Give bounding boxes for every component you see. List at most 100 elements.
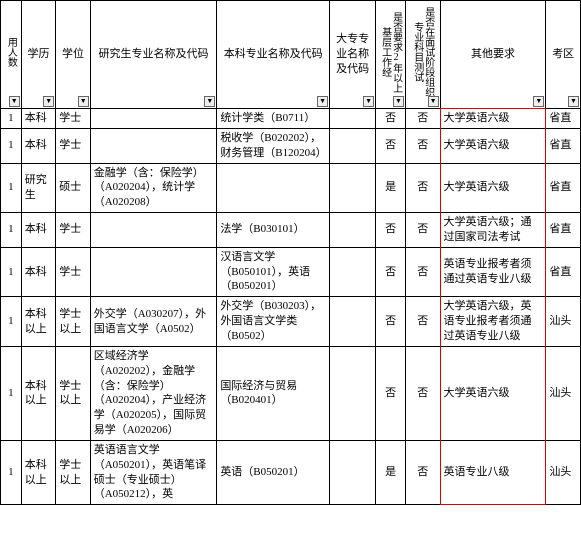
filter-icon[interactable]: ▼ — [393, 96, 404, 107]
cell-test: 否 — [406, 297, 441, 347]
cell-edu: 本科以上 — [21, 440, 56, 504]
cell-test: 否 — [406, 247, 441, 297]
cell-y2: 否 — [376, 297, 406, 347]
cell-dz — [330, 247, 376, 297]
header-row: 用人数▼ 学历▼ 学位▼ 研究生专业名称及代码▼ 本科专业名称及代码▼ 大专专业… — [1, 1, 581, 109]
data-table: 用人数▼ 学历▼ 学位▼ 研究生专业名称及代码▼ 本科专业名称及代码▼ 大专专业… — [0, 0, 581, 505]
header-other[interactable]: 其他要求▼ — [440, 1, 546, 109]
table-row: 1本科以上学士以上区域经济学（A020202），金融学（含：保险学）（A0202… — [1, 346, 581, 440]
cell-edu: 本科以上 — [21, 346, 56, 440]
filter-icon[interactable]: ▼ — [363, 96, 374, 107]
cell-edu: 本科 — [21, 109, 56, 129]
cell-deg: 学士 — [56, 247, 91, 297]
cell-zone: 省直 — [546, 163, 581, 213]
cell-y2: 否 — [376, 128, 406, 163]
filter-icon[interactable]: ▼ — [204, 96, 215, 107]
cell-und: 英语（B050201） — [217, 440, 330, 504]
cell-deg: 学士 — [56, 128, 91, 163]
cell-dz — [330, 163, 376, 213]
cell-y2: 否 — [376, 213, 406, 248]
cell-dz — [330, 346, 376, 440]
filter-icon[interactable]: ▼ — [428, 96, 439, 107]
cell-zone: 省直 — [546, 247, 581, 297]
cell-other: 大学英语六级 — [440, 163, 546, 213]
cell-edu: 研究生 — [21, 163, 56, 213]
table-row: 1研究生硕士金融学（含：保险学）（A020204），统计学（A020208）是否… — [1, 163, 581, 213]
filter-icon[interactable]: ▼ — [43, 96, 54, 107]
cell-grad: 外交学（A030207），外国语言文学（A0502） — [90, 297, 217, 347]
table-row: 1本科学士 税收学（B020202），财务管理（B120204） 否否大学英语六级省… — [1, 128, 581, 163]
cell-test: 否 — [406, 213, 441, 248]
cell-zone: 省直 — [546, 213, 581, 248]
cell-grad — [90, 128, 217, 163]
cell-zone: 汕头 — [546, 440, 581, 504]
cell-zone: 省直 — [546, 128, 581, 163]
cell-deg: 学士以上 — [56, 440, 91, 504]
cell-und: 法学（B030101） — [217, 213, 330, 248]
cell-other: 大学英语六级 — [440, 128, 546, 163]
cell-und — [217, 163, 330, 213]
header-degree[interactable]: 学位▼ — [56, 1, 91, 109]
cell-other: 大学英语六级 — [440, 109, 546, 129]
header-undergrad[interactable]: 本科专业名称及代码▼ — [217, 1, 330, 109]
cell-und: 税收学（B020202），财务管理（B120204） — [217, 128, 330, 163]
table-row: 1本科以上学士以上英语语言文学（A050201），英语笔译硕士（专业硕士）（A0… — [1, 440, 581, 504]
filter-icon[interactable]: ▼ — [568, 96, 579, 107]
cell-y2: 是 — [376, 163, 406, 213]
header-zone[interactable]: 考区▼ — [546, 1, 581, 109]
cell-y2: 是 — [376, 440, 406, 504]
cell-grad — [90, 213, 217, 248]
cell-grad — [90, 109, 217, 129]
cell-edu: 本科 — [21, 247, 56, 297]
header-count[interactable]: 用人数▼ — [1, 1, 22, 109]
table-row: 1本科学士汉语言文学（B050101），英语（B050201）否否英语专业报考者… — [1, 247, 581, 297]
cell-dz — [330, 297, 376, 347]
cell-deg: 学士以上 — [56, 346, 91, 440]
cell-und: 统计学类（B0711） — [217, 109, 330, 129]
table-row: 1本科以上学士以上外交学（A030207），外国语言文学（A0502）外交学（B… — [1, 297, 581, 347]
cell-edu: 本科 — [21, 213, 56, 248]
cell-y2: 否 — [376, 109, 406, 129]
cell-test: 否 — [406, 128, 441, 163]
header-grad[interactable]: 研究生专业名称及代码▼ — [90, 1, 217, 109]
cell-dz — [330, 109, 376, 129]
cell-edu: 本科以上 — [21, 297, 56, 347]
cell-dz — [330, 128, 376, 163]
cell-grad: 区域经济学（A020202），金融学（含：保险学）（A020204），产业经济学… — [90, 346, 217, 440]
cell-dz — [330, 440, 376, 504]
cell-deg: 学士以上 — [56, 297, 91, 347]
cell-y2: 否 — [376, 346, 406, 440]
cell-test: 否 — [406, 440, 441, 504]
cell-other: 英语专业报考者须通过英语专业八级 — [440, 247, 546, 297]
cell-test: 否 — [406, 346, 441, 440]
filter-icon[interactable]: ▼ — [78, 96, 89, 107]
cell-other: 大学英语六级 — [440, 346, 546, 440]
cell-deg: 学士 — [56, 109, 91, 129]
table-row: 1本科学士统计学类（B0711）否否大学英语六级省直 — [1, 109, 581, 129]
cell-n: 1 — [1, 128, 22, 163]
cell-n: 1 — [1, 247, 22, 297]
header-test[interactable]: 是否在面试阶段组织专业科目测试▼ — [406, 1, 441, 109]
header-2yr[interactable]: 是否要求2年以上基层工作经▼ — [376, 1, 406, 109]
cell-deg: 学士 — [56, 213, 91, 248]
cell-zone: 汕头 — [546, 297, 581, 347]
cell-deg: 硕士 — [56, 163, 91, 213]
filter-icon[interactable]: ▼ — [9, 96, 20, 107]
cell-grad — [90, 247, 217, 297]
cell-other: 大学英语六级，英语专业报考者须通过英语专业八级 — [440, 297, 546, 347]
cell-zone: 汕头 — [546, 346, 581, 440]
cell-n: 1 — [1, 440, 22, 504]
header-dazhuang[interactable]: 大专专业名称及代码▼ — [330, 1, 376, 109]
cell-grad: 金融学（含：保险学）（A020204），统计学（A020208） — [90, 163, 217, 213]
cell-n: 1 — [1, 163, 22, 213]
filter-icon[interactable]: ▼ — [533, 96, 544, 107]
cell-y2: 否 — [376, 247, 406, 297]
table-row: 1本科学士法学（B030101）否否大学英语六级；通过国家司法考试省直 — [1, 213, 581, 248]
cell-n: 1 — [1, 346, 22, 440]
cell-edu: 本科 — [21, 128, 56, 163]
cell-und: 外交学（B030203），外国语言文学类（B0502） — [217, 297, 330, 347]
cell-other: 大学英语六级；通过国家司法考试 — [440, 213, 546, 248]
cell-grad: 英语语言文学（A050201），英语笔译硕士（专业硕士）（A050212），英 — [90, 440, 217, 504]
header-edu[interactable]: 学历▼ — [21, 1, 56, 109]
filter-icon[interactable]: ▼ — [317, 96, 328, 107]
